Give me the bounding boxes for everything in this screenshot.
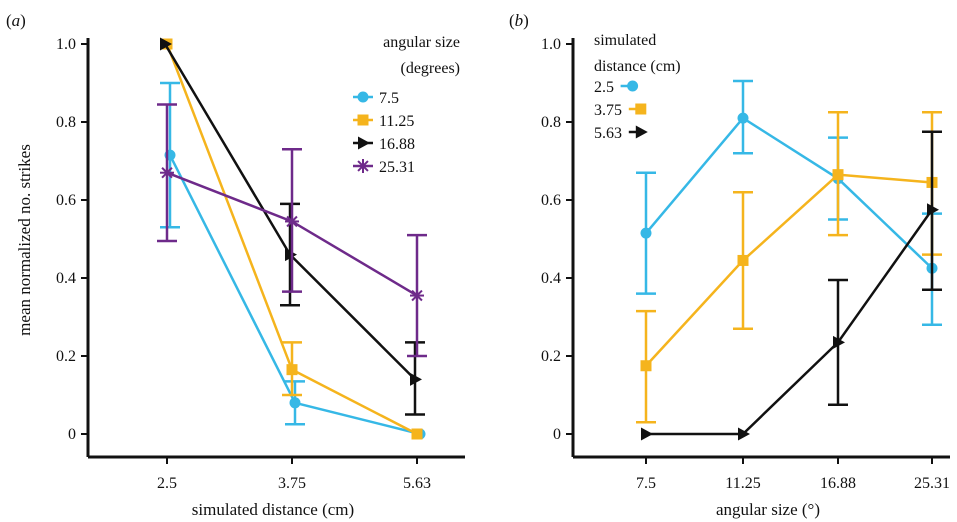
legend-label: 7.5 <box>379 90 399 107</box>
data-point <box>285 214 299 229</box>
y-tick-label: 0.2 <box>56 348 76 365</box>
legend-label: 2.5 <box>594 79 614 96</box>
series-line <box>646 209 934 436</box>
x-tick-label: 7.5 <box>636 475 656 492</box>
y-tick-label: 1.0 <box>56 36 76 53</box>
legend-item-16.88: 16.88 <box>353 136 415 153</box>
y-tick-label: 0 <box>68 426 76 443</box>
panel-a-letter: (a) <box>6 11 26 30</box>
series-5.63 <box>641 130 942 441</box>
y-tick-label: 0 <box>553 426 561 443</box>
y-tick-label: 0.6 <box>56 192 76 209</box>
legend-item-3.75: 3.75 <box>594 102 647 119</box>
panel-b-legend-title-line2: distance (cm) <box>594 58 681 75</box>
data-point <box>286 364 298 376</box>
series-2.5 <box>636 79 942 327</box>
legend-marker <box>356 159 370 173</box>
legend-label: 11.25 <box>379 113 414 130</box>
panel-a-legend-title-line2: (degrees) <box>400 60 460 77</box>
legend-marker <box>635 103 647 115</box>
legend-item-7.5: 7.5 <box>353 90 399 107</box>
legend-marker <box>627 80 639 92</box>
x-tick-label: 25.31 <box>914 475 950 492</box>
series-7.5 <box>160 81 426 440</box>
panel-a-y-axis-label: mean normalized no. strikes <box>15 144 34 336</box>
legend-marker <box>358 136 370 150</box>
data-point <box>640 360 652 372</box>
legend-marker <box>357 91 369 103</box>
legend-item-2.5: 2.5 <box>594 79 639 96</box>
data-point <box>737 112 749 124</box>
y-tick-label: 1.0 <box>541 36 561 53</box>
y-tick-label: 0.6 <box>541 192 561 209</box>
legend-label: 25.31 <box>379 159 415 176</box>
series-line <box>645 116 933 270</box>
y-tick-label: 0.8 <box>56 114 76 131</box>
series-16.88 <box>160 37 425 416</box>
data-point <box>738 427 750 441</box>
legend-label: 5.63 <box>594 125 622 142</box>
y-tick-label: 0.4 <box>56 270 76 287</box>
x-tick-label: 5.63 <box>403 475 431 492</box>
x-tick-label: 11.25 <box>725 475 760 492</box>
data-point <box>160 37 172 51</box>
panel-b-letter: (b) <box>509 11 529 30</box>
legend-item-25.31: 25.31 <box>353 159 415 176</box>
data-point <box>410 288 424 303</box>
series-line <box>645 173 933 367</box>
legend-marker <box>357 114 369 126</box>
data-point <box>640 227 652 239</box>
y-tick-label: 0.4 <box>541 270 561 287</box>
x-tick-label: 16.88 <box>820 475 856 492</box>
data-point <box>160 165 174 180</box>
data-point <box>411 428 423 440</box>
y-tick-label: 0.2 <box>541 348 561 365</box>
x-tick-label: 2.5 <box>157 475 177 492</box>
data-point <box>641 427 653 441</box>
data-point <box>927 203 939 217</box>
series-25.31 <box>157 103 427 358</box>
data-point <box>410 372 422 386</box>
y-tick-label: 0.8 <box>541 114 561 131</box>
panel-a-x-axis-label: simulated distance (cm) <box>192 500 354 519</box>
legend-item-11.25: 11.25 <box>353 113 414 130</box>
legend-label: 16.88 <box>379 136 415 153</box>
panel-b: 0 0.2 0.4 0.6 0.8 1.0 7.5 11.25 16.88 25.31 2.5 3.7… <box>541 36 950 492</box>
data-point <box>737 254 749 266</box>
legend-label: 3.75 <box>594 102 622 119</box>
x-tick-label: 3.75 <box>278 475 306 492</box>
panel-a: 0 0.2 0.4 0.6 0.8 1.0 2.5 3.75 5.63 7.5 11.25 16.88… <box>56 36 465 492</box>
panel-b-legend-title-line1: simulated <box>594 32 656 49</box>
panel-b-x-axis-label: angular size (°) <box>716 500 820 519</box>
legend-marker <box>635 125 648 139</box>
series-3.75 <box>636 111 942 424</box>
panel-a-legend-title-line1: angular size <box>383 34 460 51</box>
data-point <box>833 335 845 349</box>
data-point <box>832 169 844 181</box>
legend-item-5.63: 5.63 <box>594 125 648 142</box>
data-point <box>289 397 301 409</box>
